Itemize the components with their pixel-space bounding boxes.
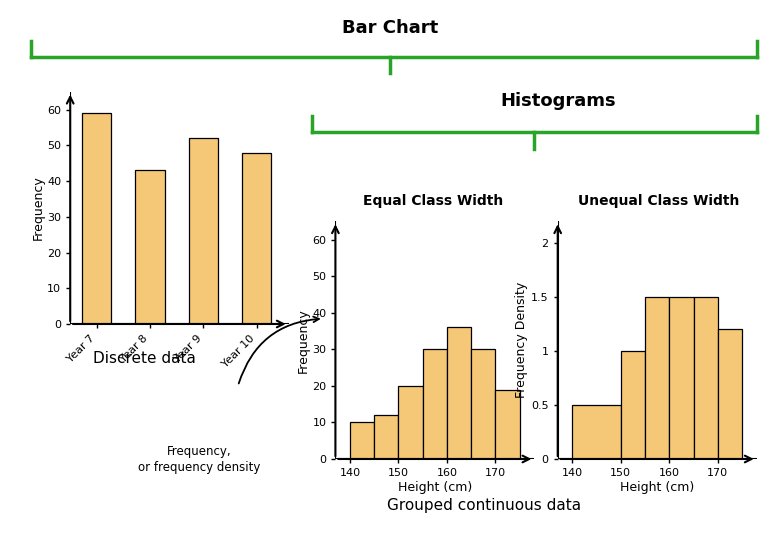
Text: Histograms: Histograms <box>500 92 615 110</box>
Y-axis label: Frequency Density: Frequency Density <box>516 282 528 399</box>
Y-axis label: Frequency: Frequency <box>296 308 310 373</box>
X-axis label: Height (cm): Height (cm) <box>398 481 472 494</box>
Bar <box>669 297 693 459</box>
Bar <box>718 329 742 459</box>
Text: Unequal Class Width: Unequal Class Width <box>579 194 739 208</box>
Bar <box>645 297 669 459</box>
Bar <box>399 386 423 459</box>
Text: Frequency,
or frequency density: Frequency, or frequency density <box>138 446 260 474</box>
Bar <box>471 349 495 459</box>
Bar <box>693 297 718 459</box>
Text: Grouped continuous data: Grouped continuous data <box>387 498 580 513</box>
Bar <box>621 351 645 459</box>
Bar <box>423 349 447 459</box>
Text: Bar Chart: Bar Chart <box>342 19 438 37</box>
Bar <box>189 138 218 324</box>
Y-axis label: Frequency: Frequency <box>31 176 44 240</box>
Bar <box>447 327 471 459</box>
Bar <box>82 113 112 324</box>
Text: Discrete data: Discrete data <box>93 351 196 366</box>
Bar <box>350 422 374 459</box>
Bar <box>242 152 271 324</box>
Bar <box>374 415 399 459</box>
Bar <box>495 389 519 459</box>
Bar <box>136 171 165 324</box>
Bar <box>573 405 621 459</box>
Text: Equal Class Width: Equal Class Width <box>363 194 503 208</box>
X-axis label: Height (cm): Height (cm) <box>620 481 694 494</box>
